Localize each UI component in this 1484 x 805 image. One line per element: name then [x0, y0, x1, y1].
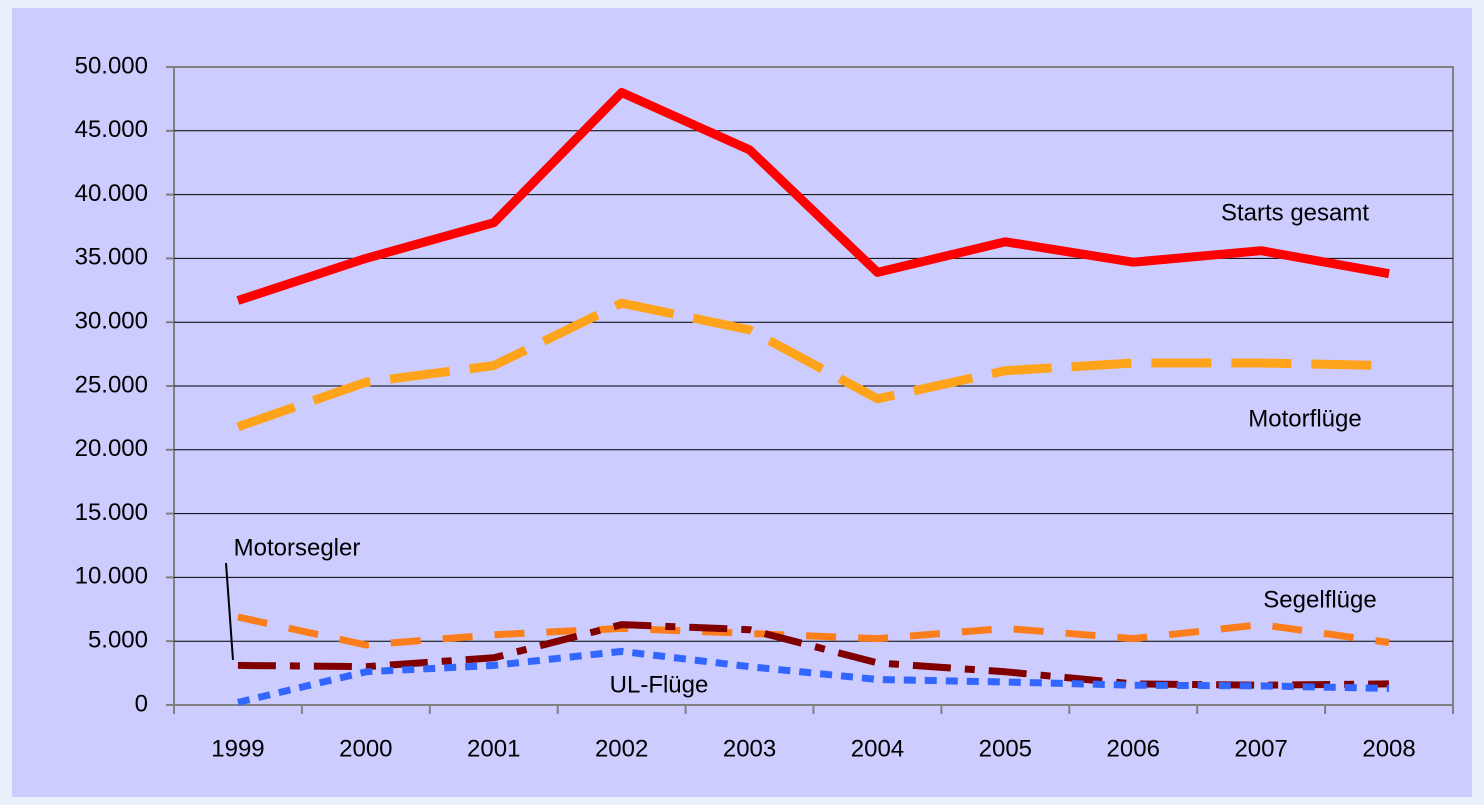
x-tick-label: 2002 [595, 735, 648, 762]
y-tick-label: 35.000 [75, 244, 148, 271]
series-label: Motorsegler [234, 534, 361, 561]
x-tick-label: 2000 [339, 735, 392, 762]
y-tick-label: 10.000 [75, 563, 148, 590]
series-label: Starts gesamt [1221, 199, 1369, 226]
series-line [237, 647, 1390, 706]
series-label: Segelflüge [1263, 586, 1376, 613]
y-tick-label: 45.000 [75, 116, 148, 143]
x-tick-label: 1999 [211, 735, 264, 762]
y-tick-label: 20.000 [75, 435, 148, 462]
chart-area [12, 8, 1472, 797]
series-label: UL-Flüge [610, 671, 709, 698]
y-tick-label: 50.000 [75, 52, 148, 79]
y-tick-label: 40.000 [75, 180, 148, 207]
x-tick-label: 2003 [723, 735, 776, 762]
series-label: Motorflüge [1248, 405, 1361, 432]
x-tick-label: 2001 [467, 735, 520, 762]
y-tick-label: 5.000 [88, 627, 148, 654]
x-tick-label: 2008 [1362, 735, 1415, 762]
x-tick-label: 2005 [979, 735, 1032, 762]
y-tick-label: 25.000 [75, 371, 148, 398]
series-line [237, 613, 1390, 649]
series-line [236, 88, 1390, 305]
x-tick-label: 2004 [851, 735, 904, 762]
x-tick-label: 2007 [1234, 735, 1287, 762]
y-tick-label: 0 [135, 690, 148, 717]
label-leader [225, 562, 234, 661]
y-tick-label: 15.000 [75, 499, 148, 526]
series-line [236, 298, 1390, 432]
series-line [237, 621, 1390, 689]
x-tick-label: 2006 [1107, 735, 1160, 762]
y-tick-label: 30.000 [75, 308, 148, 335]
